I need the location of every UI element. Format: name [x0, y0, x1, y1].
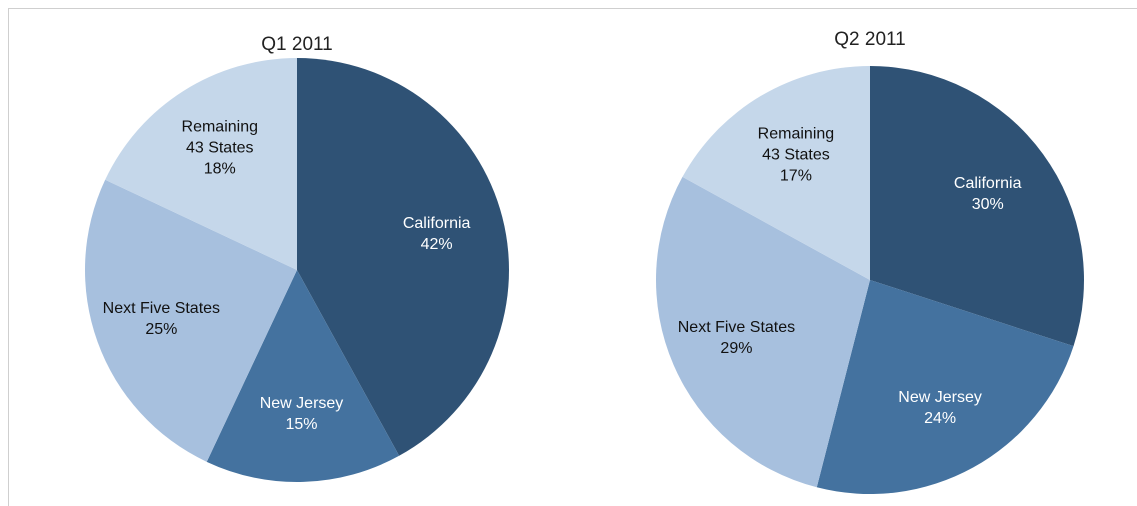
chart-title: Q1 2011	[261, 34, 333, 55]
pie-slice	[816, 280, 1074, 495]
pie-slice	[84, 179, 297, 462]
pie-slice	[870, 66, 1084, 347]
pie-slice	[206, 270, 400, 482]
slice-category: New Jersey	[898, 388, 982, 406]
slice-value: 24%	[924, 409, 957, 427]
slice-value: 42%	[420, 236, 453, 254]
slice-value: 18%	[203, 160, 236, 178]
slice-value: 15%	[285, 416, 318, 434]
slice-category: Next Five States	[102, 299, 221, 317]
slice-value: 25%	[145, 320, 178, 338]
slice-label: New Jersey 24%	[898, 387, 982, 429]
slice-category: Remaining 43 States	[757, 125, 835, 164]
slice-label: Remaining 43 States 18%	[182, 117, 258, 180]
slice-category: California	[953, 175, 1022, 193]
slice-value: 30%	[971, 196, 1004, 214]
slice-label: New Jersey 15%	[260, 393, 344, 435]
slice-category: Remaining 43 States	[181, 118, 258, 157]
slice-category: Next Five States	[677, 318, 796, 336]
slice-label: California 42%	[403, 213, 471, 255]
pie-slice	[297, 58, 510, 456]
slice-label: Next Five States 25%	[103, 298, 220, 340]
pie-slice	[682, 66, 870, 280]
slice-value: 29%	[720, 339, 753, 357]
frame	[8, 8, 1137, 506]
chart-title: Q2 2011	[834, 29, 906, 50]
slice-label: Remaining 43 States 17%	[758, 123, 834, 186]
slice-label: California 30%	[954, 173, 1022, 215]
slice-value: 17%	[779, 167, 812, 185]
pie-slice	[105, 58, 297, 270]
pie-slice	[656, 176, 870, 488]
slice-category: New Jersey	[259, 395, 344, 413]
slice-label: Next Five States 29%	[678, 317, 795, 359]
slice-category: California	[402, 215, 471, 233]
